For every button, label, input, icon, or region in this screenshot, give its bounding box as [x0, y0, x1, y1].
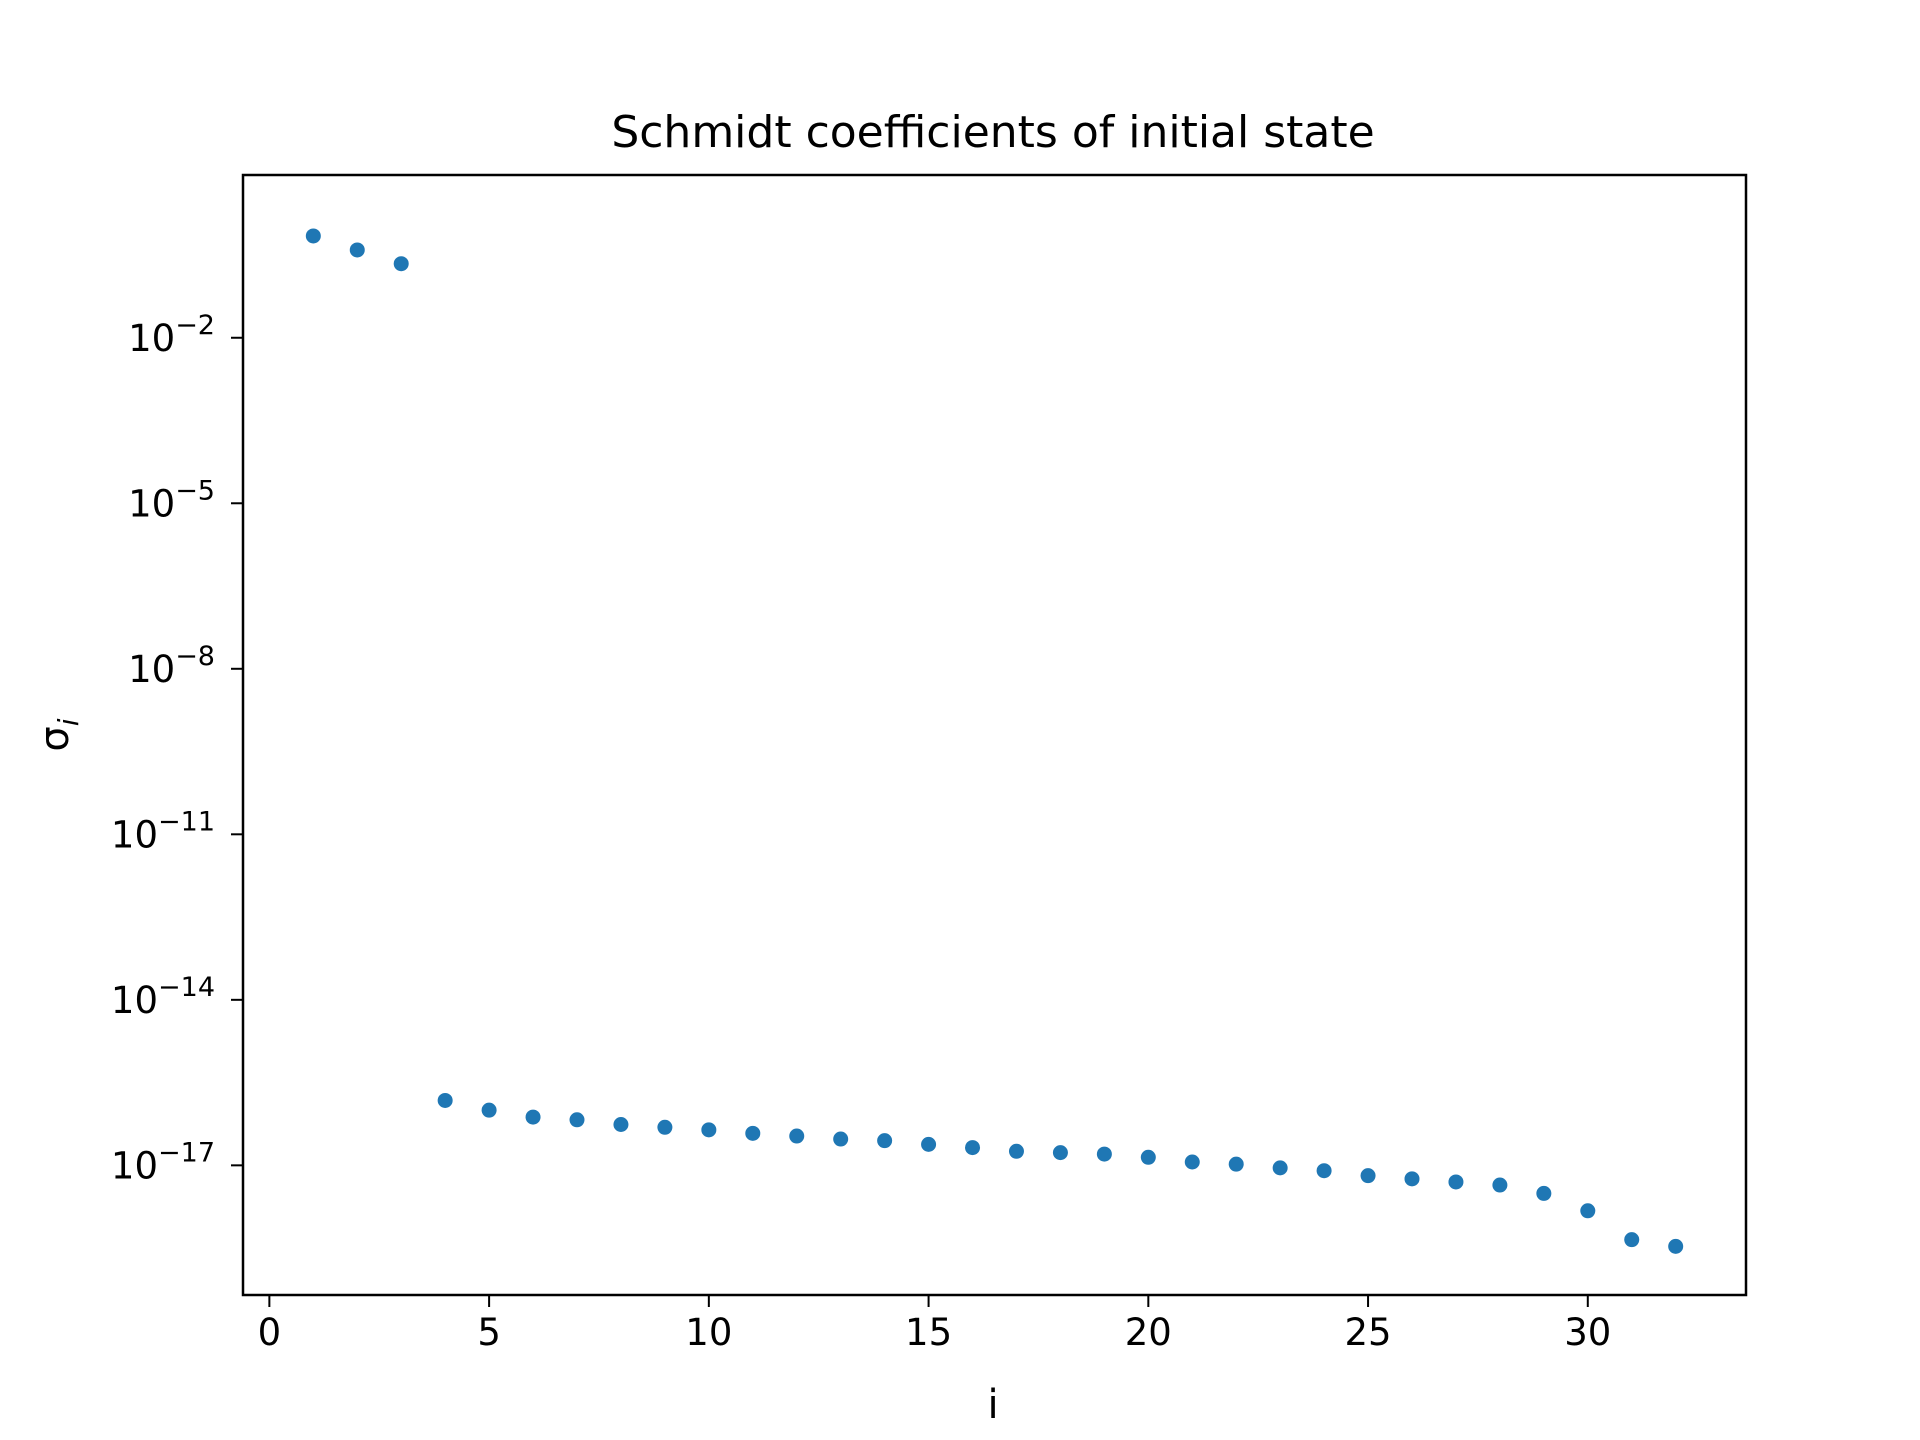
- data-point: [1096, 1146, 1112, 1162]
- y-tick-label: 10−11: [111, 806, 215, 856]
- data-point: [1580, 1203, 1596, 1219]
- x-tick-label: 0: [258, 1311, 282, 1354]
- y-tick-exponent: −11: [158, 806, 215, 837]
- y-tick-base: 10: [111, 979, 158, 1022]
- data-point: [1624, 1232, 1640, 1248]
- data-point: [437, 1092, 453, 1108]
- y-axis-label: σi: [32, 718, 85, 751]
- data-point: [569, 1112, 585, 1128]
- x-axis-label: i: [987, 1382, 998, 1428]
- x-tick-label: 20: [1125, 1311, 1172, 1354]
- data-point: [1184, 1154, 1200, 1170]
- data-point: [349, 242, 365, 258]
- x-tick-label: 15: [905, 1311, 952, 1354]
- y-tick-label: 10−5: [128, 475, 215, 525]
- y-tick-label: 10−14: [111, 972, 215, 1022]
- data-point: [613, 1116, 629, 1132]
- y-tick-base: 10: [128, 317, 175, 360]
- y-tick-exponent: −14: [158, 972, 215, 1003]
- data-point: [1360, 1168, 1376, 1184]
- data-point: [1404, 1171, 1420, 1187]
- data-point: [1316, 1163, 1332, 1179]
- svg-text:σi: σi: [32, 718, 85, 751]
- y-tick-label: 10−2: [128, 310, 215, 360]
- data-point: [877, 1133, 893, 1149]
- plot-frame: [241, 173, 1748, 1297]
- y-tick-exponent: −5: [175, 475, 215, 506]
- y-tick-base: 10: [128, 482, 175, 525]
- data-point: [833, 1131, 849, 1147]
- x-tick-label: 30: [1564, 1311, 1611, 1354]
- data-point: [965, 1140, 981, 1156]
- data-point: [789, 1128, 805, 1144]
- data-point: [1448, 1174, 1464, 1190]
- data-point: [393, 256, 409, 272]
- x-tick-label: 5: [477, 1311, 501, 1354]
- y-tick-exponent: −17: [158, 1137, 215, 1168]
- data-point: [1140, 1149, 1156, 1165]
- data-point: [657, 1119, 673, 1135]
- data-point: [745, 1125, 761, 1141]
- data-point: [525, 1109, 541, 1125]
- x-tick-label: 10: [685, 1311, 732, 1354]
- data-point: [305, 228, 321, 244]
- data-point: [1228, 1156, 1244, 1172]
- y-tick-label: 10−17: [111, 1137, 215, 1187]
- x-axis-ticks: 0 5 10 15 20 25 30: [258, 1295, 1611, 1354]
- y-axis-label-subscript: i: [52, 718, 85, 726]
- plot-marks: [305, 228, 1684, 1254]
- y-tick-label: 10−8: [128, 641, 215, 691]
- data-point: [1536, 1185, 1552, 1201]
- y-tick-exponent: −8: [175, 641, 215, 672]
- data-point: [1272, 1160, 1288, 1176]
- data-point: [1008, 1143, 1024, 1159]
- chart-title: Schmidt coefficients of initial state: [611, 107, 1374, 158]
- y-axis-label-symbol: σ: [32, 726, 78, 751]
- data-point: [1052, 1145, 1068, 1161]
- data-point: [1668, 1238, 1684, 1254]
- x-tick-label: 25: [1345, 1311, 1392, 1354]
- y-tick-base: 10: [111, 1144, 158, 1187]
- y-tick-base: 10: [111, 813, 158, 856]
- y-tick-exponent: −2: [175, 310, 215, 341]
- data-point: [1492, 1177, 1508, 1193]
- data-point: [481, 1102, 497, 1118]
- y-tick-base: 10: [128, 648, 175, 691]
- data-point: [921, 1136, 937, 1152]
- data-point: [701, 1122, 717, 1138]
